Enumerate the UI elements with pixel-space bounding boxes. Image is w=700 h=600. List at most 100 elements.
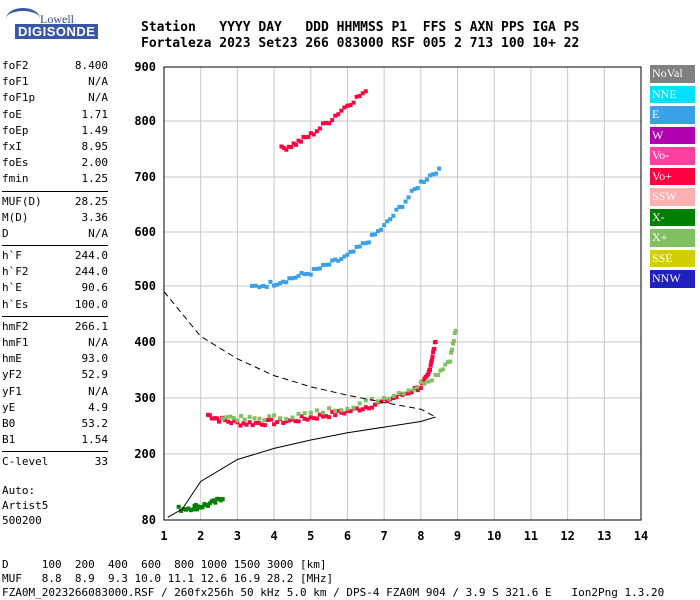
param-row: fmin 1.25 xyxy=(2,172,108,188)
trace-point xyxy=(412,186,417,191)
param-name: B0 xyxy=(2,416,16,430)
trace-point xyxy=(406,391,411,396)
trace-point xyxy=(179,508,184,513)
y-tick-label: 900 xyxy=(134,60,156,74)
param-row: yE 4.9 xyxy=(2,401,108,417)
trace-point xyxy=(321,410,325,415)
param-separator xyxy=(2,315,108,317)
trace-point xyxy=(314,129,319,134)
param-row: MUF(D) 28.25 xyxy=(2,195,108,211)
trace-point xyxy=(211,498,216,503)
trace-point xyxy=(264,284,269,289)
trace-point xyxy=(290,276,295,281)
trace-point xyxy=(333,408,338,413)
trace-point xyxy=(411,387,416,392)
trace-point xyxy=(317,126,322,131)
trace-point xyxy=(354,244,359,249)
trace-point xyxy=(290,415,295,420)
trace-point xyxy=(369,405,374,410)
trace-point xyxy=(241,421,246,426)
trace-point xyxy=(438,368,443,373)
trace-point xyxy=(345,252,350,257)
trace-point xyxy=(275,282,280,287)
trace-point xyxy=(299,414,304,419)
trace-point xyxy=(296,273,301,278)
trace-point xyxy=(284,280,289,285)
trace-point xyxy=(275,420,280,425)
trace-point xyxy=(429,358,434,363)
trace-point xyxy=(302,416,307,421)
trace-point xyxy=(453,328,458,333)
param-separator xyxy=(2,190,108,192)
auto-scaling-info: Auto: Artist5 500200 xyxy=(2,483,48,528)
trace-point xyxy=(259,422,264,427)
param-name: fxI xyxy=(2,139,22,153)
trace-point xyxy=(372,232,377,237)
trace-point xyxy=(311,266,316,271)
trace-point xyxy=(430,354,435,359)
x-tick-label: 10 xyxy=(487,529,501,543)
trace-point xyxy=(306,134,311,139)
trace-point xyxy=(330,409,335,414)
trace-point xyxy=(253,420,258,425)
param-name: MUF(D) xyxy=(2,194,42,208)
header-line-2: Fortaleza 2023 Set23 266 083000 RSF 005 … xyxy=(141,36,580,51)
param-value: 2.00 xyxy=(81,156,109,170)
param-row: foEp 1.49 xyxy=(2,124,108,140)
trace-point xyxy=(195,507,200,512)
param-row: hmE 93.0 xyxy=(2,352,108,368)
trace-point xyxy=(321,262,325,267)
trace-point xyxy=(351,405,356,410)
trace-point xyxy=(262,423,267,428)
x-tick-label: 7 xyxy=(381,529,388,543)
param-name: h`E xyxy=(2,281,22,295)
trace-point xyxy=(291,141,296,146)
trace-point xyxy=(451,339,456,344)
param-name: foF1 xyxy=(2,75,29,89)
x-tick-label: 12 xyxy=(560,529,574,543)
trace-point xyxy=(333,113,338,118)
trace-point xyxy=(215,416,220,421)
trace-point xyxy=(321,414,325,419)
logo-swoosh xyxy=(6,8,40,29)
trace-point xyxy=(217,419,222,424)
param-name: D xyxy=(2,226,9,240)
param-row: h`F2 244.0 xyxy=(2,265,108,281)
trace-point xyxy=(281,145,286,150)
digisonde-logo: Lowell DIGISONDE xyxy=(2,4,102,54)
footer-info: D 100 200 400 600 800 1000 1500 3000 [km… xyxy=(2,558,664,600)
trace-point xyxy=(238,423,243,428)
parameter-panel: foF2 8.400 foF1 N/A foF1p N/A foE 1.71 foEp 1.49 f… xyxy=(2,59,108,472)
trace-point xyxy=(281,420,286,425)
trace-point xyxy=(339,257,344,262)
y-tick-label: 700 xyxy=(134,170,156,184)
param-row: foE 1.71 xyxy=(2,108,108,124)
param-value: N/A xyxy=(88,75,108,89)
trace-point xyxy=(229,421,234,426)
trace-point xyxy=(409,188,414,193)
trace-point xyxy=(431,172,436,177)
trace-point xyxy=(415,186,420,191)
trace-point xyxy=(265,417,270,422)
trace-point xyxy=(336,408,341,413)
param-value: 4.9 xyxy=(88,400,108,414)
trace-point xyxy=(247,414,252,419)
trace-point xyxy=(385,219,390,224)
trace-point xyxy=(418,179,423,184)
trace-point xyxy=(223,418,228,423)
trace-point xyxy=(231,415,236,420)
param-value: 93.0 xyxy=(81,352,109,366)
trace-point xyxy=(366,240,371,245)
trace-point xyxy=(257,416,262,421)
legend-item-vo: Vo+ xyxy=(650,167,695,185)
trace-point xyxy=(327,415,332,420)
trace-point xyxy=(409,390,414,395)
param-value: N/A xyxy=(88,226,108,240)
trace-point xyxy=(327,121,332,126)
param-value: 1.54 xyxy=(81,433,109,447)
trace-point xyxy=(400,204,405,209)
trace-point xyxy=(293,275,298,280)
param-row: B0 53.2 xyxy=(2,417,108,433)
trace-point xyxy=(443,362,448,367)
trace-point xyxy=(330,258,335,263)
